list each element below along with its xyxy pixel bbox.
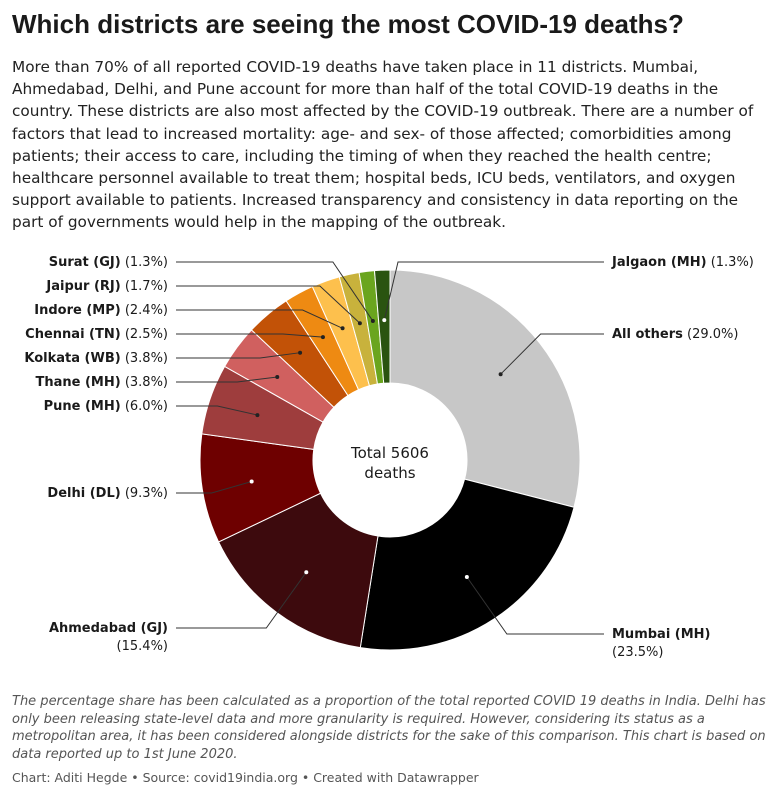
label-jaipur-rj: Jaipur (RJ) (1.7%) xyxy=(45,279,168,294)
label-value-jaipur-rj: (1.7%) xyxy=(121,279,168,294)
label-value-jalgaon-mh: (1.3%) xyxy=(707,255,754,270)
label-name-thane-mh: Thane (MH) xyxy=(35,375,120,390)
label-ahmedabad-gj: Ahmedabad (GJ) (15.4%) xyxy=(49,621,168,654)
label-value-ahmedabad-gj: (15.4%) xyxy=(117,639,168,654)
leader-line-chennai-tn xyxy=(176,333,323,338)
slice-labels: All others (29.0%) Mumbai (MH) (23.5%) Ahme… xyxy=(24,255,753,660)
leader-line-jalgaon-mh xyxy=(383,261,604,321)
label-mumbai-mh: Mumbai (MH) (23.5%) xyxy=(612,627,711,660)
leader-dot-jaipur-rj xyxy=(357,321,362,326)
leader-line-indore-mp xyxy=(176,309,343,329)
leader-dot-indore-mp xyxy=(340,326,345,331)
label-name-surat-gj: Surat (GJ) xyxy=(49,255,121,270)
leader-line-thane-mh xyxy=(176,376,278,383)
label-value-surat-gj: (1.3%) xyxy=(121,255,168,270)
donut-chart-svg: All others (29.0%) Mumbai (MH) (23.5%) Ahme… xyxy=(24,255,753,660)
label-surat-gj: Surat (GJ) (1.3%) xyxy=(49,255,168,270)
donut-chart: All others (29.0%) Mumbai (MH) (23.5%) Ahme… xyxy=(0,236,781,688)
label-thane-mh: Thane (MH) (3.8%) xyxy=(35,375,168,390)
label-name-all-others: All others xyxy=(612,327,683,342)
label-name-delhi-dl: Delhi (DL) xyxy=(47,486,120,501)
leader-dot-chennai-tn xyxy=(320,335,325,340)
slice-all-others xyxy=(389,269,581,508)
leader-dot-pune-mh xyxy=(255,413,260,418)
label-value-delhi-dl: (9.3%) xyxy=(121,486,168,501)
label-value-all-others: (29.0%) xyxy=(683,327,739,342)
label-name-pune-mh: Pune (MH) xyxy=(44,399,121,414)
label-value-thane-mh: (3.8%) xyxy=(121,375,168,390)
label-value-mumbai-mh: (23.5%) xyxy=(612,645,663,660)
label-name-chennai-tn: Chennai (TN) xyxy=(25,327,121,342)
leader-dot-ahmedabad-gj xyxy=(304,570,309,575)
label-value-pune-mh: (6.0%) xyxy=(121,399,168,414)
label-name-indore-mp: Indore (MP) xyxy=(34,303,120,318)
label-jalgaon-mh: Jalgaon (MH) (1.3%) xyxy=(611,255,754,270)
label-kolkata-wb: Kolkata (WB) (3.8%) xyxy=(24,351,168,366)
label-indore-mp: Indore (MP) (2.4%) xyxy=(34,303,168,318)
leader-line-pune-mh xyxy=(176,405,258,416)
label-name-mumbai-mh: Mumbai (MH) xyxy=(612,627,711,642)
label-chennai-tn: Chennai (TN) (2.5%) xyxy=(25,327,168,342)
leader-line-kolkata-wb xyxy=(176,352,301,359)
label-name-kolkata-wb: Kolkata (WB) xyxy=(24,351,120,366)
chart-credit: Chart: Aditi Hegde • Source: covid19indi… xyxy=(12,770,479,785)
leader-dot-kolkata-wb xyxy=(298,350,303,355)
label-delhi-dl: Delhi (DL) (9.3%) xyxy=(47,486,168,501)
leader-dot-thane-mh xyxy=(275,375,280,380)
slice-jalgaon-mh xyxy=(373,269,391,384)
label-name-ahmedabad-gj: Ahmedabad (GJ) xyxy=(49,621,168,636)
label-name-jalgaon-mh: Jalgaon (MH) xyxy=(611,255,707,270)
leader-line-all-others xyxy=(500,333,604,375)
chart-notes: The percentage share has been calculated… xyxy=(12,694,766,762)
label-pune-mh: Pune (MH) (6.0%) xyxy=(44,399,168,414)
leader-line-surat-gj xyxy=(176,261,374,322)
label-value-kolkata-wb: (3.8%) xyxy=(121,351,168,366)
chart-title: Which districts are seeing the most COVI… xyxy=(12,9,684,39)
leader-line-mumbai-mh xyxy=(466,576,604,635)
leader-dot-delhi-dl xyxy=(249,479,254,484)
slice-mumbai-mh xyxy=(359,478,575,651)
center-label-total: Total 5606 xyxy=(350,444,429,462)
leader-line-delhi-dl xyxy=(176,480,252,494)
leader-dot-mumbai-mh xyxy=(464,575,469,580)
leader-dot-jalgaon-mh xyxy=(382,318,387,323)
label-leader-lines xyxy=(176,261,604,635)
leader-dot-surat-gj xyxy=(370,319,375,324)
leader-line-jaipur-rj xyxy=(176,285,361,324)
label-value-chennai-tn: (2.5%) xyxy=(121,327,168,342)
label-all-others: All others (29.0%) xyxy=(612,327,738,342)
label-value-indore-mp: (2.4%) xyxy=(121,303,168,318)
donut-slices xyxy=(199,269,581,651)
chart-description: More than 70% of all reported COVID-19 d… xyxy=(12,58,754,232)
leader-dot-all-others xyxy=(498,372,503,377)
label-name-jaipur-rj: Jaipur (RJ) xyxy=(45,279,120,294)
slice-ahmedabad-gj xyxy=(217,492,379,649)
leader-line-ahmedabad-gj xyxy=(176,571,307,629)
center-label-unit: deaths xyxy=(364,464,415,482)
